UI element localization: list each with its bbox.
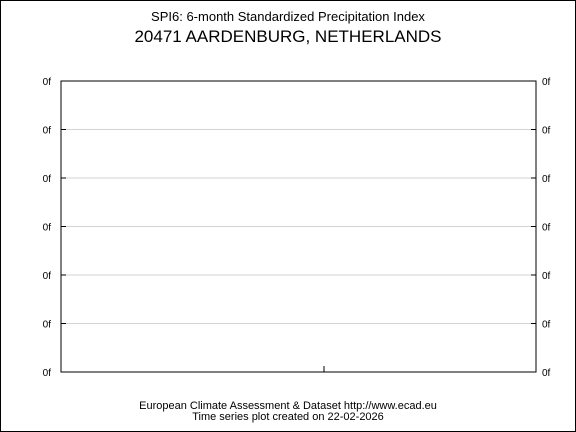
- y-tick-label-right: 0f: [542, 126, 551, 137]
- y-tick-label-right: 0f: [542, 320, 551, 331]
- gridlines: [61, 129, 536, 324]
- y-tick-label-left: 0f: [43, 77, 52, 88]
- y-tick-label-left: 0f: [43, 320, 52, 331]
- y-tick-label-right: 0f: [542, 174, 551, 185]
- y-tick-label-left: 0f: [43, 174, 52, 185]
- y-tick-label-left: 0f: [43, 223, 52, 234]
- y-axis-ticks: 0f 0f 0f 0f 0f 0f 0f 0f 0f 0f 0f 0f 0f 0f: [43, 77, 551, 379]
- y-tick-label-right: 0f: [542, 223, 551, 234]
- y-tick-label-left: 0f: [43, 271, 52, 282]
- y-tick-label-right: 0f: [542, 271, 551, 282]
- y-tick-label-left: 0f: [43, 126, 52, 137]
- y-tick-label-right: 0f: [542, 77, 551, 88]
- y-tick-label-left: 0f: [43, 368, 52, 379]
- footer-credit: European Climate Assessment & Dataset ht…: [139, 400, 437, 412]
- chart-subtitle: 20471 AARDENBURG, NETHERLANDS: [134, 27, 442, 46]
- footer-date: Time series plot created on 22-02-2026: [192, 411, 384, 423]
- y-tick-label-right: 0f: [542, 368, 551, 379]
- chart-title: SPI6: 6-month Standardized Precipitation…: [151, 9, 425, 24]
